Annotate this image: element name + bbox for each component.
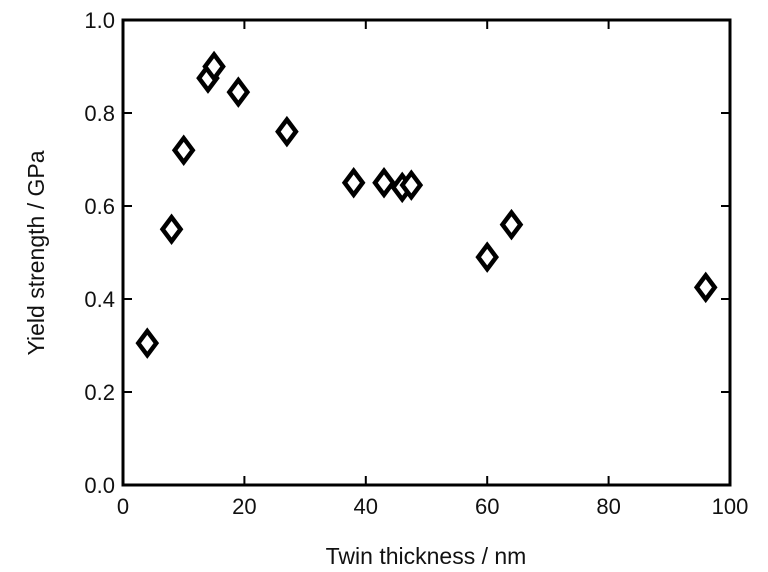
data-point [202,50,226,83]
data-point [399,169,424,201]
axis-ticks [122,19,731,486]
data-point [693,271,718,304]
x-tick-label: 20 [232,494,256,519]
y-tick-label: 0.6 [84,194,115,219]
y-tick-label: 0.0 [84,473,115,498]
y-tick-label: 0.4 [84,287,115,312]
tick-labels: 0 20 40 60 80 100 0.0 0.2 0.4 0.6 0.8 1.0 [84,8,748,519]
y-tick-label: 0.2 [84,380,115,405]
data-point [341,167,366,199]
x-tick-label: 0 [117,494,129,519]
data-point [372,167,396,199]
data-points [135,50,718,359]
data-point [135,327,160,359]
y-axis-label: Yield strength / GPa [23,150,49,355]
x-tick-label: 40 [354,494,378,519]
x-tick-label: 80 [596,494,620,519]
plot-frame [121,18,732,487]
data-point [499,208,524,241]
data-point [171,134,196,166]
data-point [475,241,500,273]
x-tick-label: 100 [712,494,749,519]
data-point [226,76,251,108]
y-tick-label: 0.8 [84,101,115,126]
data-point [275,115,299,148]
y-tick-label: 1.0 [84,8,115,33]
data-point [159,213,184,245]
x-tick-label: 60 [475,494,499,519]
x-axis-label: Twin thickness / nm [326,543,527,569]
